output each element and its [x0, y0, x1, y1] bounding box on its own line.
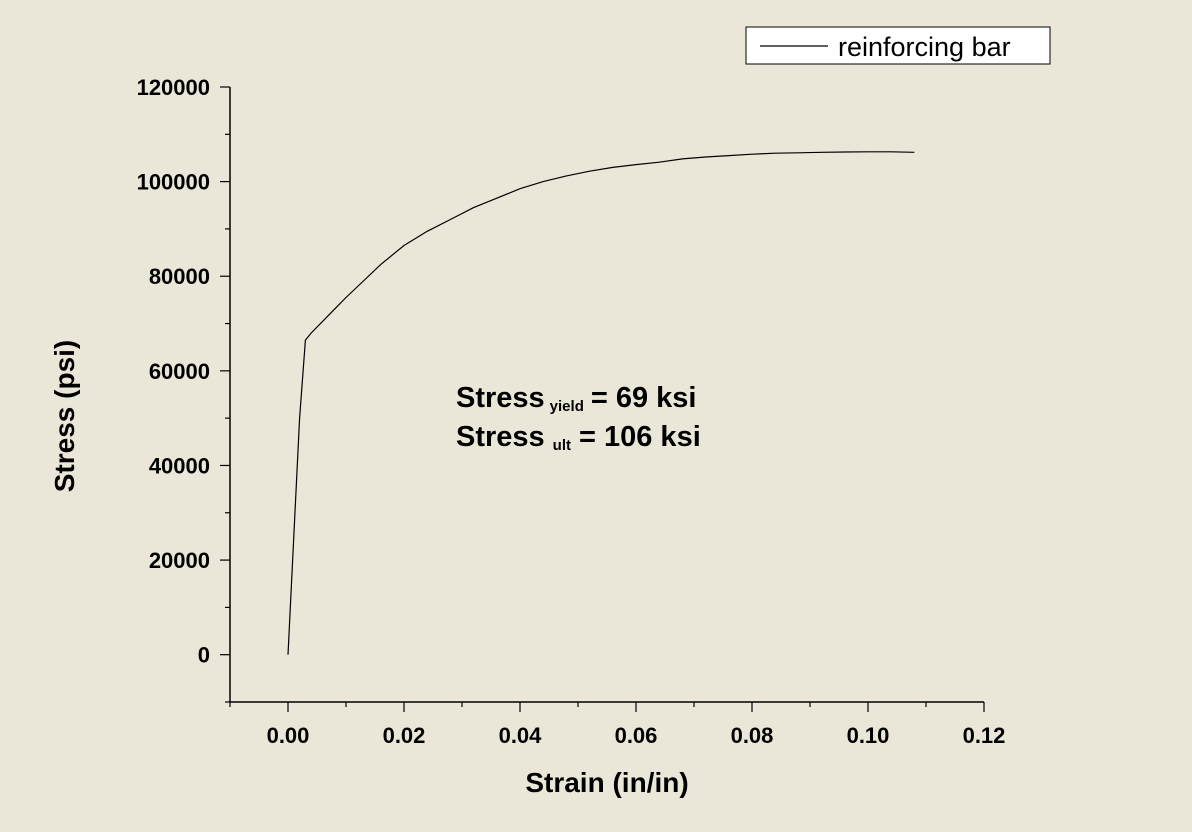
y-tick-label: 60000: [149, 359, 210, 384]
annotation-ult-sub: ult: [553, 437, 571, 454]
annotation-ult-value: = 106 ksi: [579, 421, 701, 453]
y-tick-label: 80000: [149, 264, 210, 289]
x-axis-title: Strain (in/in): [525, 767, 688, 798]
legend: reinforcing bar: [745, 26, 1051, 65]
y-tick-label: 0: [198, 643, 210, 668]
x-tick-label: 0.12: [963, 723, 1006, 748]
y-tick-label: 20000: [149, 548, 210, 573]
y-tick-label: 100000: [137, 170, 210, 195]
annotation-yield: Stress yield = 69 ksi: [456, 382, 696, 415]
legend-label: reinforcing bar: [838, 32, 1011, 62]
y-tick-label: 40000: [149, 453, 210, 478]
y-ticks: 0 20000 40000 60000 80000 100000 120000: [137, 75, 230, 703]
x-tick-label: 0.06: [615, 723, 658, 748]
x-tick-label: 0.00: [267, 723, 310, 748]
x-tick-label: 0.04: [499, 723, 543, 748]
annotation-yield-value: = 69 ksi: [591, 382, 697, 414]
annotation: Stress yield = 69 ksi Stress ult = 106 ksi: [456, 382, 701, 454]
x-ticks: 0.00 0.02 0.04 0.06 0.08 0.10 0.12: [229, 702, 1006, 748]
y-tick-label: 120000: [137, 75, 210, 100]
series-line-reinforcing-bar: [287, 151, 915, 655]
x-tick-label: 0.02: [383, 723, 426, 748]
annotation-yield-sub: yield: [550, 398, 584, 415]
x-tick-label: 0.08: [731, 723, 774, 748]
y-axis-title: Stress (psi): [49, 340, 80, 493]
annotation-ult-main: Stress: [456, 421, 545, 453]
x-tick-label: 0.10: [847, 723, 890, 748]
annotation-ult: Stress ult = 106 ksi: [456, 421, 701, 454]
annotation-yield-main: Stress: [456, 382, 545, 414]
